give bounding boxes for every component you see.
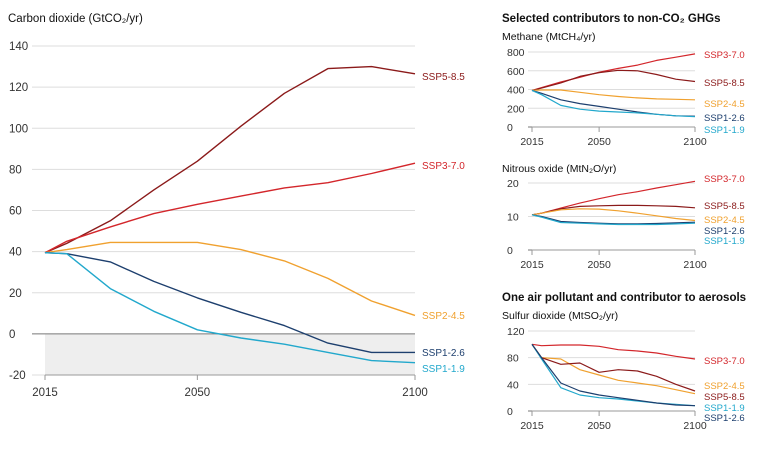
y-tick-label: -20 [9,370,26,382]
series-label-ssp1-2-6: SSP1-2.6 [422,348,465,359]
x-tick-label: 2050 [587,420,611,432]
series-line-ssp2-4-5 [531,208,696,222]
y-tick-label: 20 [9,288,22,300]
x-tick-label: 2015 [520,420,544,432]
series-label-ssp3-7-0: SSP3-7.0 [704,174,745,185]
y-tick-label: 0 [9,329,15,341]
series-label-ssp5-8-5: SSP5-8.5 [422,72,465,83]
series-line-ssp1-1-9 [531,89,696,118]
section-title-nonco2: Selected contributors to non-CO₂ GHGs [502,13,721,25]
series-line-ssp1-1-9 [44,252,416,364]
y-tick-label: 40 [9,247,22,259]
series-line-ssp5-8-5 [531,343,696,392]
panel-methane: Methane (MtCH₄/yr) 800 600 400 200 0 2015 2050 2… [502,31,745,148]
y-tick-label: 40 [507,379,519,391]
series-label-ssp2-4-5: SSP2-4.5 [704,215,745,226]
panel-co2: Carbon dioxide (GtCO₂/yr) 140 120 100 80 60 40… [8,13,465,399]
series-label-ssp1-1-9: SSP1-1.9 [422,364,465,375]
negative-band [45,333,415,375]
series-label-ssp1-1-9: SSP1-1.9 [704,236,745,247]
y-tick-label: 600 [507,66,525,78]
y-tick-label: 0 [507,245,513,257]
series-line-ssp3-7-0 [531,343,696,360]
series-label-ssp3-7-0: SSP3-7.0 [704,50,745,61]
series-line-ssp5-8-5 [44,65,416,254]
series-label-ssp1-2-6: SSP1-2.6 [704,413,745,424]
series-label-ssp3-7-0: SSP3-7.0 [704,356,745,367]
series-line-ssp3-7-0 [531,53,696,91]
x-tick-label: 2100 [683,136,707,148]
y-tick-label: 100 [9,123,28,135]
y-tick-label: 0 [507,406,513,418]
y-tick-label: 120 [507,326,525,338]
y-tick-label: 400 [507,85,525,97]
y-tick-label: 800 [507,47,525,59]
series-line-ssp1-2-6 [44,252,415,354]
series-label-ssp5-8-5: SSP5-8.5 [704,78,745,89]
x-tick-label: 2015 [32,387,58,399]
y-tick-label: 80 [9,164,22,176]
panel-title-co2: Carbon dioxide (GtCO₂/yr) [8,13,143,25]
x-tick-label: 2015 [520,259,544,271]
y-tick-label: 200 [507,103,525,115]
x-tick-label: 2100 [683,259,707,271]
series-line-ssp1-2-6 [531,214,696,225]
series-line-ssp2-4-5 [531,343,696,395]
x-tick-label: 2050 [587,259,611,271]
series-line-ssp3-7-0 [44,162,416,254]
series-line-ssp1-2-6 [531,343,696,407]
y-tick-label: 140 [9,41,28,53]
panel-title-methane: Methane (MtCH₄/yr) [502,31,596,43]
series-label-ssp2-4-5: SSP2-4.5 [704,381,745,392]
y-tick-label: 80 [507,353,519,365]
y-tick-label: 20 [507,178,519,190]
series-label-ssp5-8-5: SSP5-8.5 [704,392,745,403]
series-line-ssp2-4-5 [44,241,416,317]
panel-title-sulfur: Sulfur dioxide (MtSO₂/yr) [502,310,618,322]
series-label-ssp2-4-5: SSP2-4.5 [422,311,465,322]
x-tick-label: 2100 [683,420,707,432]
series-line-ssp2-4-5 [531,89,696,101]
panel-nitrous: Nitrous oxide (MtN₂O/yr) 20 10 0 2015 2050 210… [502,163,745,271]
series-label-ssp1-1-9: SSP1-1.9 [704,403,745,414]
panel-title-nitrous: Nitrous oxide (MtN₂O/yr) [502,163,616,175]
series-line-ssp5-8-5 [531,69,696,91]
series-label-ssp1-2-6: SSP1-2.6 [704,113,745,124]
section-title-aerosol: One air pollutant and contributor to aer… [502,292,746,304]
y-tick-label: 60 [9,206,22,218]
series-label-ssp1-2-6: SSP1-2.6 [704,226,745,237]
series-line-ssp1-1-9 [531,214,696,226]
x-tick-label: 2050 [185,387,211,399]
x-tick-label: 2050 [587,136,611,148]
x-tick-label: 2100 [402,387,428,399]
series-label-ssp1-1-9: SSP1-1.9 [704,125,745,136]
series-label-ssp3-7-0: SSP3-7.0 [422,161,465,172]
series-label-ssp2-4-5: SSP2-4.5 [704,99,745,110]
y-tick-label: 120 [9,82,28,94]
panel-sulfur: Sulfur dioxide (MtSO₂/yr) 120 80 40 0 2015 205… [502,310,745,432]
y-tick-label: 10 [507,212,519,224]
y-tick-label: 0 [507,122,513,134]
series-label-ssp5-8-5: SSP5-8.5 [704,201,745,212]
x-tick-label: 2015 [520,136,544,148]
